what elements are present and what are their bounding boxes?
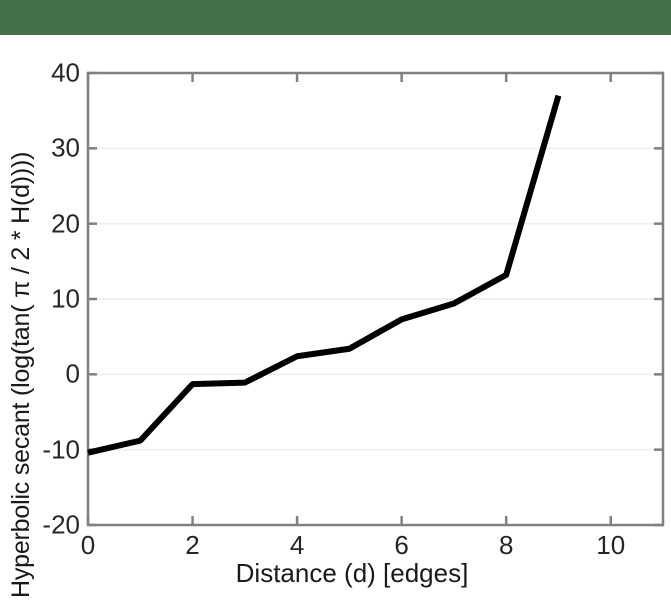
x-tick-label: 2 bbox=[185, 530, 200, 560]
y-axis-tick-labels: -20 -10 0 10 20 30 40 bbox=[18, 0, 80, 600]
y-axis-title: Hyperbolic secant (log(tan( π / 2 * H(d)… bbox=[6, 151, 35, 598]
y-tick-label: -20 bbox=[42, 509, 80, 540]
x-tick-label: 0 bbox=[80, 530, 96, 560]
data-line bbox=[87, 94, 562, 456]
x-tick-label: 10 bbox=[596, 530, 626, 560]
x-tick-label: 8 bbox=[498, 530, 514, 560]
y-tick-label: 10 bbox=[51, 283, 80, 314]
top-green-band bbox=[0, 0, 671, 35]
y-tick-label: 20 bbox=[51, 208, 80, 239]
y-tick-label: 30 bbox=[51, 132, 80, 163]
x-tick-label: 6 bbox=[394, 530, 409, 560]
x-axis-title: Distance (d) [edges] bbox=[235, 558, 469, 588]
y-tick-label: -10 bbox=[42, 434, 80, 465]
y-tick-label: 0 bbox=[65, 358, 80, 389]
y-tick-label: 40 bbox=[51, 57, 80, 88]
x-tick-label: 4 bbox=[289, 530, 305, 560]
